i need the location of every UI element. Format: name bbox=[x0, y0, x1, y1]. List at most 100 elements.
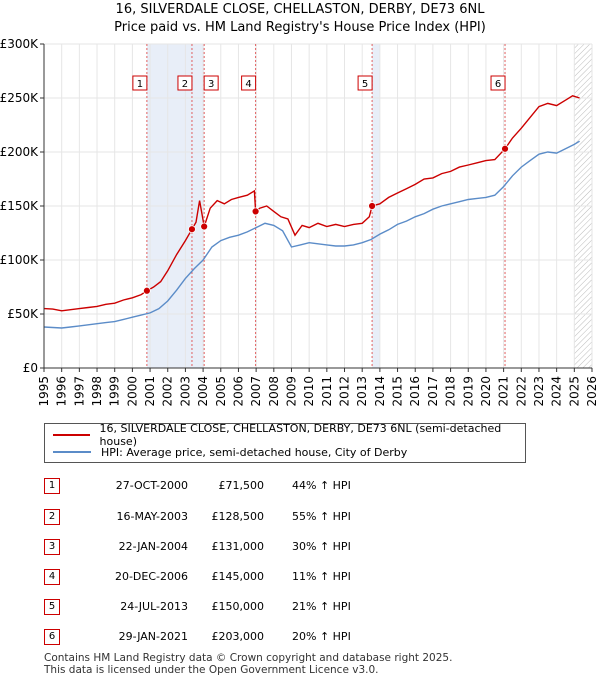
footer-licence: This data is licensed under the Open Gov… bbox=[44, 664, 379, 676]
badge-number: 2 bbox=[182, 79, 188, 90]
sale-point-6[interactable] bbox=[501, 144, 509, 153]
transaction-number: 2 bbox=[44, 509, 60, 525]
badge-number: 4 bbox=[245, 79, 251, 90]
transaction-hpi-change: 11% ↑ HPI bbox=[292, 570, 351, 583]
x-tick-label: 2021 bbox=[497, 376, 511, 407]
transaction-date: 27-OCT-2000 bbox=[115, 479, 188, 492]
transaction-badge-6: 6 bbox=[490, 75, 506, 91]
x-tick-label: 2002 bbox=[161, 376, 175, 407]
x-tick-label: 2008 bbox=[267, 376, 281, 407]
x-tick-label: 2005 bbox=[214, 376, 228, 407]
x-tick-label: 2014 bbox=[373, 376, 387, 407]
transaction-price: £145,000 bbox=[211, 570, 265, 583]
sale-point-3[interactable] bbox=[200, 222, 209, 231]
transaction-badge-1: 1 bbox=[132, 75, 148, 91]
x-tick-label: 2022 bbox=[514, 376, 528, 407]
transaction-date: 29-JAN-2021 bbox=[118, 630, 188, 643]
x-tick-label: 2015 bbox=[391, 376, 405, 407]
x-tick-label: 2011 bbox=[320, 376, 334, 407]
transaction-row: 2 16-MAY-2003 £128,500 55% ↑ HPI bbox=[44, 507, 524, 527]
badge-box bbox=[490, 75, 506, 91]
x-tick-label: 2023 bbox=[532, 376, 546, 407]
badge-box bbox=[241, 75, 257, 91]
transaction-hpi-change: 44% ↑ HPI bbox=[292, 479, 351, 492]
chart-title: 16, SILVERDALE CLOSE, CHELLASTON, DERBY,… bbox=[115, 2, 485, 17]
transaction-price: £203,000 bbox=[211, 630, 265, 643]
x-tick-label: 2012 bbox=[338, 376, 352, 407]
footer-copyright: Contains HM Land Registry data © Crown c… bbox=[44, 652, 453, 664]
transaction-date: 22-JAN-2004 bbox=[118, 540, 188, 553]
transaction-badge-3: 3 bbox=[203, 75, 219, 91]
legend-swatch-hpi bbox=[53, 451, 91, 453]
x-tick-label: 2003 bbox=[178, 376, 192, 407]
transaction-number: 5 bbox=[44, 599, 60, 615]
transaction-hpi-change: 30% ↑ HPI bbox=[292, 540, 351, 553]
legend-label-hpi: HPI: Average price, semi-detached house,… bbox=[101, 445, 408, 459]
x-tick-label: 1999 bbox=[108, 376, 122, 407]
legend-item-hpi: HPI: Average price, semi-detached house,… bbox=[53, 444, 407, 460]
transaction-row: 3 22-JAN-2004 £131,000 30% ↑ HPI bbox=[44, 537, 524, 557]
transaction-date: 20-DEC-2006 bbox=[114, 570, 188, 583]
legend-item-property: 16, SILVERDALE CLOSE, CHELLASTON, DERBY,… bbox=[53, 422, 525, 448]
x-tick-label: 1996 bbox=[55, 376, 69, 407]
y-tick-label: £250K bbox=[0, 91, 39, 105]
badge-number: 3 bbox=[208, 79, 214, 90]
x-tick-label: 2018 bbox=[444, 376, 458, 407]
x-tick-label: 2001 bbox=[143, 376, 157, 407]
transaction-price: £150,000 bbox=[211, 600, 265, 613]
x-tick-label: 1998 bbox=[90, 376, 104, 407]
badge-number: 1 bbox=[137, 79, 143, 90]
badge-box bbox=[203, 75, 219, 91]
x-tick-label: 2026 bbox=[585, 376, 599, 407]
x-tick-label: 1997 bbox=[72, 376, 86, 407]
y-tick-label: £100K bbox=[0, 253, 39, 267]
transaction-row: 4 20-DEC-2006 £145,000 11% ↑ HPI bbox=[44, 567, 524, 587]
sale-point-4[interactable] bbox=[251, 207, 260, 216]
y-tick-label: £0 bbox=[23, 361, 38, 375]
series-line-hpi bbox=[43, 140, 580, 329]
transaction-date: 16-MAY-2003 bbox=[116, 510, 188, 523]
sale-point-5[interactable] bbox=[368, 202, 376, 210]
legend-label-property: 16, SILVERDALE CLOSE, CHELLASTON, DERBY,… bbox=[99, 422, 502, 448]
y-tick-label: £50K bbox=[7, 307, 39, 321]
y-tick-label: £150K bbox=[0, 199, 39, 213]
x-tick-label: 2020 bbox=[479, 376, 493, 407]
x-tick-label: 2016 bbox=[408, 376, 422, 407]
transaction-price: £131,000 bbox=[211, 540, 265, 553]
transaction-price: £128,500 bbox=[211, 510, 265, 523]
badge-box bbox=[177, 75, 193, 91]
sale-point-2[interactable] bbox=[188, 225, 196, 234]
badge-number: 5 bbox=[362, 79, 368, 90]
transaction-date: 24-JUL-2013 bbox=[120, 600, 188, 613]
x-tick-label: 2004 bbox=[196, 376, 210, 407]
transaction-badge-4: 4 bbox=[241, 75, 257, 91]
x-tick-label: 2009 bbox=[284, 376, 298, 407]
x-tick-label: 2024 bbox=[550, 376, 564, 407]
badge-number: 6 bbox=[495, 79, 501, 90]
sale-point-1[interactable] bbox=[142, 286, 151, 295]
badge-box bbox=[132, 75, 148, 91]
transaction-hpi-change: 55% ↑ HPI bbox=[292, 510, 351, 523]
transaction-price: £71,500 bbox=[218, 479, 265, 492]
x-tick-label: 2017 bbox=[426, 376, 440, 407]
y-tick-label: £300K bbox=[0, 37, 39, 51]
x-tick-label: 2013 bbox=[355, 376, 369, 407]
transaction-number: 4 bbox=[44, 569, 60, 585]
transaction-badge-2: 2 bbox=[177, 75, 193, 91]
x-tick-label: 1995 bbox=[37, 376, 51, 407]
transaction-row: 1 27-OCT-2000 £71,500 44% ↑ HPI bbox=[44, 476, 524, 496]
transaction-row: 6 29-JAN-2021 £203,000 20% ↑ HPI bbox=[44, 627, 524, 647]
chart-subtitle: Price paid vs. HM Land Registry's House … bbox=[114, 20, 486, 35]
x-tick-label: 2019 bbox=[461, 376, 475, 407]
x-tick-label: 2010 bbox=[302, 376, 316, 407]
transaction-badge-5: 5 bbox=[357, 75, 373, 91]
x-tick-label: 2007 bbox=[249, 376, 263, 407]
x-tick-label: 2025 bbox=[567, 376, 581, 407]
x-tick-label: 2006 bbox=[231, 376, 245, 407]
transaction-row: 5 24-JUL-2013 £150,000 21% ↑ HPI bbox=[44, 597, 524, 617]
transaction-hpi-change: 21% ↑ HPI bbox=[292, 600, 351, 613]
y-tick-label: £200K bbox=[0, 145, 39, 159]
badge-box bbox=[357, 75, 373, 91]
transaction-number: 1 bbox=[44, 478, 60, 494]
transaction-hpi-change: 20% ↑ HPI bbox=[292, 630, 351, 643]
